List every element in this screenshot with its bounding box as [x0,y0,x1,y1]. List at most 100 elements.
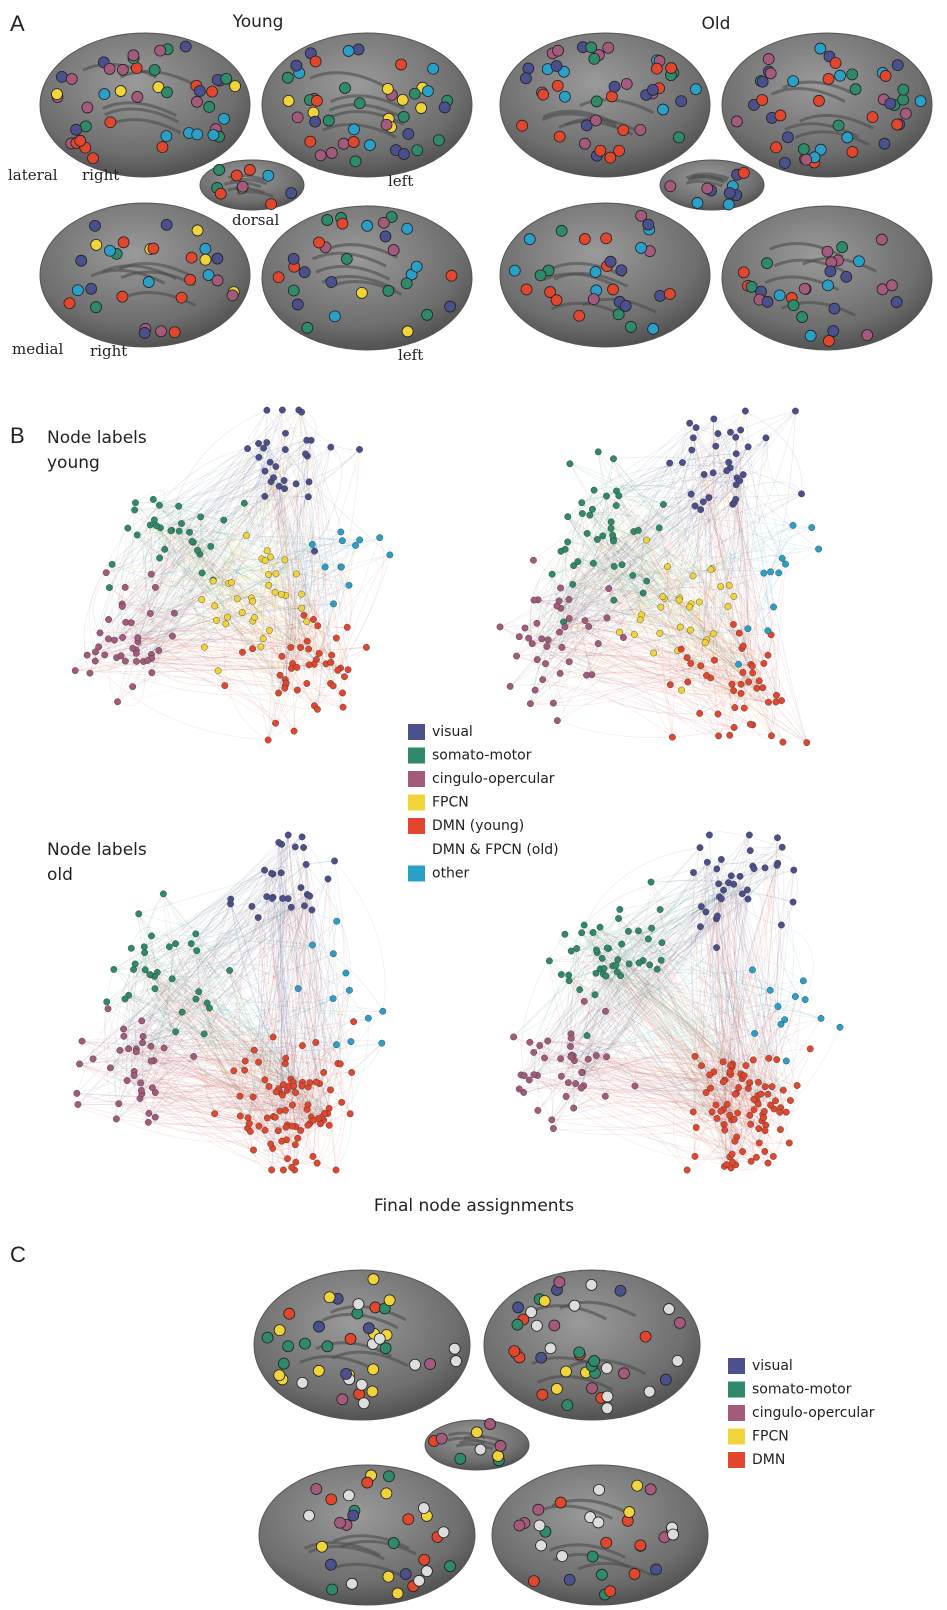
legend-swatch [408,818,425,834]
node-dot [636,242,647,253]
graph-node [584,1032,590,1038]
graph-node [270,474,276,480]
graph-node [149,669,155,675]
network-graphs [72,407,843,1173]
graph-node [750,1057,756,1063]
graph-node [611,563,617,569]
graph-node [309,541,315,547]
node-dot [601,1363,612,1374]
node-dot [771,142,782,153]
graph-node [206,1005,212,1011]
graph-node [703,1089,709,1095]
graph-node [268,870,274,876]
node-dot [299,1338,310,1349]
graph-node [619,562,625,568]
graph-node [609,532,615,538]
graph-node [708,567,714,573]
graph-node [733,434,739,440]
graph-node [732,496,738,502]
node-dot [738,267,749,278]
graph-node [145,1119,151,1125]
graph-node [746,1079,752,1085]
graph-node [328,652,334,658]
graph-node [802,996,808,1002]
graph-node [777,1109,783,1115]
node-dot [829,303,840,314]
graph-node [790,522,796,528]
graph-node [727,1062,733,1068]
graph-node [107,1065,113,1071]
graph-node [600,533,606,539]
graph-node [685,679,691,685]
node-dot [815,43,826,54]
graph-node [145,657,151,663]
node-dot [381,119,392,130]
graph-node [531,1071,537,1077]
graph-node [282,430,288,436]
node-dot [608,284,619,295]
graph-node [775,1003,781,1009]
graph-node [747,1112,753,1118]
node-dot [788,300,799,311]
graph-node [249,646,255,652]
node-dot [194,86,205,97]
graph-node [768,733,774,739]
node-dot [200,243,211,254]
node-dot [263,170,274,181]
graph-title: Node labels [47,840,147,860]
graph-node [190,1053,196,1059]
graph-node [602,1008,608,1014]
node-dot [524,234,535,245]
node-dot [485,1419,496,1430]
node-dot [509,1346,520,1357]
graph-node [589,506,595,512]
node-dot [421,1566,432,1577]
graph-node [322,564,328,570]
graph-node [119,634,125,640]
graph-node [309,907,315,913]
graph-node [755,1079,761,1085]
graph-node [527,1039,533,1045]
node-dot [82,102,93,113]
node-dot [313,237,324,248]
node-dot [274,1325,285,1336]
graph-node [658,604,664,610]
graph-node [348,1038,354,1044]
graph-node [137,1080,143,1086]
graph-node [125,1046,131,1052]
graph-node [212,603,218,609]
graph-node [786,1140,792,1146]
graph-node [767,987,773,993]
graph-node [310,1117,316,1123]
node-dot [237,181,248,192]
graph-node [171,610,177,616]
graph-node [777,1126,783,1132]
node-dot [291,60,302,71]
graph-node [734,1110,740,1116]
node-dot [326,147,337,158]
graph-node [592,992,598,998]
graph-node [578,1069,584,1075]
graph-node [308,437,314,443]
graph-node [692,503,698,509]
graph-node [676,597,682,603]
graph-node [749,967,755,973]
node-dot [99,89,110,100]
graph-node [544,643,550,649]
node-dot [668,1529,679,1540]
node-dot [266,199,277,210]
graph-node [134,532,140,538]
graph-node [620,634,626,640]
graph-node [534,656,540,662]
node-dot [666,63,677,74]
node-dot [283,95,294,106]
node-dot [552,80,563,91]
graph-node [669,734,675,740]
graph-node [807,1046,813,1052]
node-dot [521,284,532,295]
group-label: Old [702,14,731,34]
node-dot [493,1450,504,1461]
graph-node [262,1127,268,1133]
graph-node [715,733,721,739]
graph-node [594,536,600,542]
